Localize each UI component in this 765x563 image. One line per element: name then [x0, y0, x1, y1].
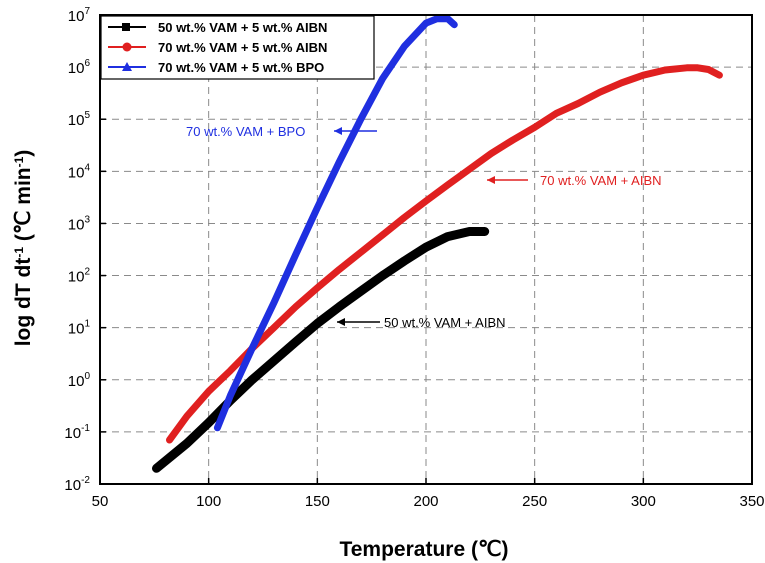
y-tick-label: 102: [68, 267, 91, 286]
x-tick-label: 200: [413, 493, 438, 510]
x-axis-title: Temperature (℃): [339, 538, 508, 561]
series-line-2: [166, 64, 723, 444]
y-tick-label: 105: [68, 110, 91, 129]
x-axis-ticks: 50 100 150 200 250 300 350: [92, 478, 765, 510]
y-tick-label: 100: [68, 371, 91, 390]
y-tick-label: 10-1: [64, 423, 90, 442]
annotation-arrow-head: [334, 127, 342, 135]
y-axis-title-main: log dT dt: [12, 258, 35, 347]
y-axis-title-unit: (℃ min: [12, 167, 35, 241]
y-tick-label: 10-2: [64, 475, 90, 494]
series-line-3: [213, 15, 458, 432]
y-axis-title: log dT dt-1 (℃ min-1): [12, 150, 35, 347]
legend-marker-square: [122, 23, 130, 31]
x-tick-label: 300: [631, 493, 656, 510]
x-tick-label: 350: [739, 493, 764, 510]
legend: 50 wt.% VAM + 5 wt.% AIBN 70 wt.% VAM + 5…: [100, 15, 375, 80]
legend-marker-circle: [122, 42, 132, 52]
series-layer: [152, 15, 723, 473]
legend-marker-triangle: [122, 62, 132, 71]
x-tick-label: 250: [522, 493, 547, 510]
annotation-arrow-head: [337, 318, 345, 326]
annotation-arrow-head: [487, 176, 495, 184]
legend-label: 70 wt.% VAM + 5 wt.% BPO: [158, 60, 324, 75]
y-axis-ticks: 10-2 10-1 100 101 102 103 104 105 106 107: [64, 6, 106, 494]
annotation-label: 70 wt.% VAM + AIBN: [540, 173, 662, 188]
legend-label: 50 wt.% VAM + 5 wt.% AIBN: [158, 20, 327, 35]
x-tick-label: 50: [92, 493, 109, 510]
grid: [100, 15, 752, 484]
y-axis-title-close: ): [12, 150, 35, 157]
y-tick-label: 107: [68, 6, 91, 25]
y-axis-title-unit-sup: -1: [12, 156, 26, 167]
annotations: 70 wt.% VAM + BPO 70 wt.% VAM + AIBN 50 wt…: [186, 124, 662, 330]
series-line-1: [152, 227, 490, 473]
y-tick-label: 106: [68, 58, 91, 77]
legend-box: [100, 15, 375, 80]
y-tick-label: 104: [68, 162, 91, 181]
y-tick-label: 101: [68, 319, 91, 338]
x-tick-label: 150: [305, 493, 330, 510]
annotation-label: 50 wt.% VAM + AIBN: [384, 315, 506, 330]
y-tick-label: 103: [68, 214, 91, 233]
x-tick-label: 100: [196, 493, 221, 510]
legend-label: 70 wt.% VAM + 5 wt.% AIBN: [158, 40, 327, 55]
annotation-label: 70 wt.% VAM + BPO: [186, 124, 305, 139]
y-axis-title-sup: -1: [12, 247, 26, 258]
